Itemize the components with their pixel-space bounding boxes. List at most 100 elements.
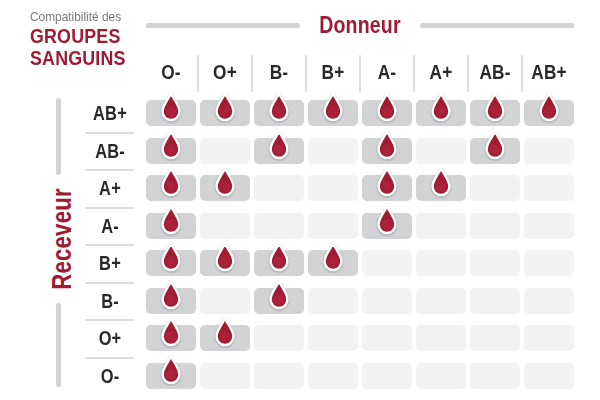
matrix-cell-ab-neg-o-neg — [146, 138, 196, 164]
chart-title: Compatibilité des GROUPES SANGUINS — [30, 8, 142, 69]
title-prefix: Compatibilité des — [30, 8, 129, 25]
matrix-cell-b-neg-b-neg — [254, 288, 304, 314]
matrix-cell-ab-pos-ab-neg — [470, 100, 520, 126]
receiver-axis-label: Receveur — [47, 188, 78, 290]
matrix-cell-ab-neg-a-neg — [362, 138, 412, 164]
matrix-cell-a-neg-o-pos — [200, 213, 250, 239]
matrix-cell-a-neg-ab-neg — [470, 213, 520, 239]
blood-drop-icon — [322, 92, 344, 123]
matrix-cell-a-neg-a-neg — [362, 213, 412, 239]
title-groupes: GROUPES — [30, 25, 126, 47]
matrix-cell-o-pos-b-pos — [308, 325, 358, 351]
matrix-cell-o-neg-ab-neg — [470, 363, 520, 389]
blood-drop-icon — [322, 242, 344, 273]
matrix-cell-a-pos-o-neg — [146, 175, 196, 201]
blood-drop-icon — [268, 130, 290, 161]
matrix-cell-ab-neg-b-neg — [254, 138, 304, 164]
matrix-cell-o-neg-b-neg — [254, 363, 304, 389]
blood-drop-icon — [376, 92, 398, 123]
matrix-cell-a-neg-o-neg — [146, 213, 196, 239]
matrix-cell-ab-pos-b-pos — [308, 100, 358, 126]
blood-drop-icon — [430, 167, 452, 198]
column-header-divider — [413, 55, 415, 92]
matrix-cell-a-pos-b-neg — [254, 175, 304, 201]
column-header-divider — [467, 55, 469, 92]
column-header-divider — [305, 55, 307, 92]
receiver-row-label-ab-neg: AB- — [90, 138, 131, 164]
blood-drop-icon — [160, 205, 182, 236]
matrix-cell-a-neg-b-neg — [254, 213, 304, 239]
row-label-divider — [85, 319, 134, 321]
row-label-divider — [85, 357, 134, 359]
receiver-axis-line-top — [56, 98, 61, 175]
matrix-cell-b-neg-o-neg — [146, 288, 196, 314]
matrix-cell-o-pos-b-neg — [254, 325, 304, 351]
donor-col-header-a-pos: A+ — [419, 56, 463, 88]
matrix-cell-a-neg-a-pos — [416, 213, 466, 239]
matrix-cell-o-neg-o-pos — [200, 363, 250, 389]
donor-col-header-b-neg: B- — [257, 56, 301, 88]
donor-axis-label: Donneur — [319, 12, 401, 39]
matrix-cell-o-pos-a-neg — [362, 325, 412, 351]
blood-drop-icon — [160, 92, 182, 123]
matrix-cell-o-pos-ab-neg — [470, 325, 520, 351]
matrix-cell-a-neg-ab-pos — [524, 213, 574, 239]
donor-axis-header: Donneur — [146, 13, 574, 37]
matrix-cell-b-pos-ab-neg — [470, 250, 520, 276]
donor-col-header-b-pos: B+ — [311, 56, 355, 88]
donor-col-header-ab-pos: AB+ — [527, 56, 571, 88]
receiver-row-label-o-pos: O+ — [90, 325, 131, 351]
donor-col-header-o-pos: O+ — [203, 56, 247, 88]
title-sanguins: SANGUINS — [30, 47, 126, 69]
blood-drop-icon — [430, 92, 452, 123]
donor-col-header-o-neg: O- — [149, 56, 193, 88]
matrix-cell-ab-pos-ab-pos — [524, 100, 574, 126]
blood-drop-icon — [376, 205, 398, 236]
blood-drop-icon — [214, 242, 236, 273]
row-label-divider — [85, 282, 134, 284]
blood-drop-icon — [268, 242, 290, 273]
row-label-divider — [85, 244, 134, 246]
receiver-row-label-a-pos: A+ — [90, 175, 131, 201]
matrix-cell-a-neg-b-pos — [308, 213, 358, 239]
matrix-cell-ab-neg-o-pos — [200, 138, 250, 164]
matrix-cell-a-pos-ab-neg — [470, 175, 520, 201]
blood-drop-icon — [484, 130, 506, 161]
donor-header-line-left — [146, 23, 300, 28]
matrix-cell-ab-pos-a-neg — [362, 100, 412, 126]
matrix-cell-o-neg-o-neg — [146, 363, 196, 389]
matrix-cell-b-neg-ab-neg — [470, 288, 520, 314]
receiver-row-label-b-neg: B- — [90, 288, 131, 314]
receiver-row-label-b-pos: B+ — [90, 250, 131, 276]
donor-col-header-ab-neg: AB- — [473, 56, 517, 88]
matrix-cell-ab-neg-a-pos — [416, 138, 466, 164]
row-label-divider — [85, 207, 134, 209]
matrix-cell-b-pos-a-pos — [416, 250, 466, 276]
matrix-cell-b-neg-a-neg — [362, 288, 412, 314]
blood-drop-icon — [160, 167, 182, 198]
matrix-cell-ab-neg-ab-neg — [470, 138, 520, 164]
matrix-cell-b-neg-b-pos — [308, 288, 358, 314]
receiver-row-label-o-neg: O- — [90, 363, 131, 389]
matrix-cell-b-neg-a-pos — [416, 288, 466, 314]
blood-drop-icon — [484, 92, 506, 123]
donor-col-header-a-neg: A- — [365, 56, 409, 88]
matrix-cell-b-pos-o-neg — [146, 250, 196, 276]
matrix-cell-o-neg-ab-pos — [524, 363, 574, 389]
matrix-cell-b-pos-b-neg — [254, 250, 304, 276]
matrix-cell-o-pos-o-pos — [200, 325, 250, 351]
column-header-divider — [251, 55, 253, 92]
column-header-divider — [197, 55, 199, 92]
row-label-divider — [85, 169, 134, 171]
matrix-cell-o-pos-ab-pos — [524, 325, 574, 351]
matrix-cell-b-neg-o-pos — [200, 288, 250, 314]
blood-drop-icon — [160, 280, 182, 311]
matrix-cell-ab-pos-b-neg — [254, 100, 304, 126]
matrix-cell-o-pos-a-pos — [416, 325, 466, 351]
matrix-cell-o-pos-o-neg — [146, 325, 196, 351]
matrix-cell-o-neg-a-pos — [416, 363, 466, 389]
column-header-divider — [359, 55, 361, 92]
blood-drop-icon — [214, 167, 236, 198]
matrix-cell-ab-pos-o-pos — [200, 100, 250, 126]
matrix-cell-a-pos-b-pos — [308, 175, 358, 201]
